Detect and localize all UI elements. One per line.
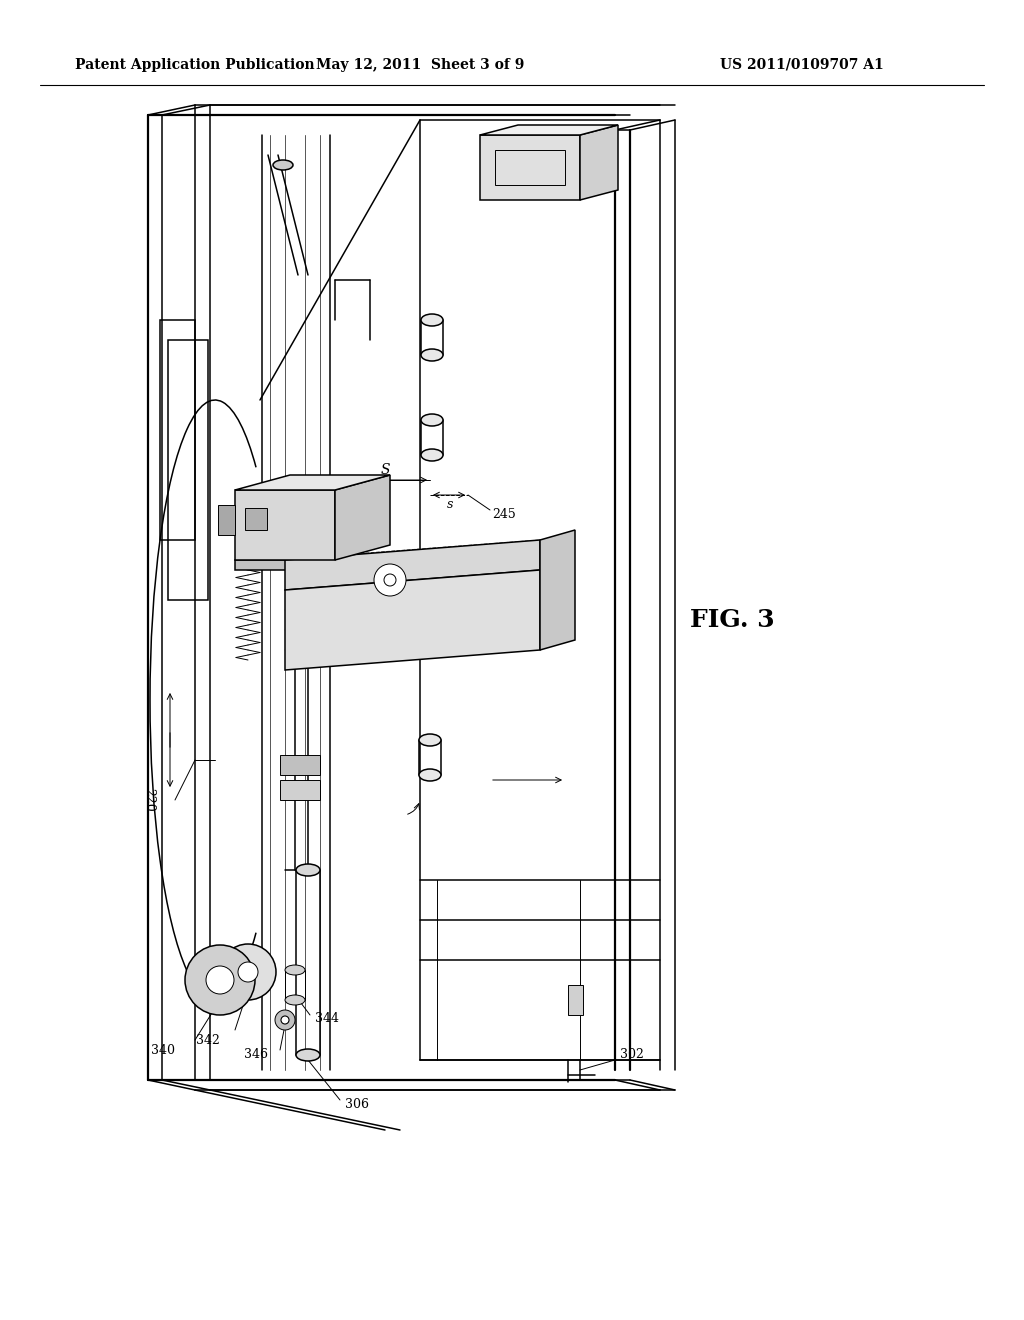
Circle shape bbox=[384, 574, 396, 586]
Text: 346: 346 bbox=[244, 1048, 268, 1061]
Text: 342: 342 bbox=[197, 1034, 220, 1047]
Ellipse shape bbox=[419, 770, 441, 781]
Polygon shape bbox=[285, 540, 540, 590]
Circle shape bbox=[185, 945, 255, 1015]
Text: FIG. 3: FIG. 3 bbox=[690, 609, 774, 632]
Ellipse shape bbox=[285, 995, 305, 1005]
Bar bbox=[245, 508, 267, 531]
Text: May 12, 2011  Sheet 3 of 9: May 12, 2011 Sheet 3 of 9 bbox=[315, 58, 524, 73]
Text: 306: 306 bbox=[345, 1098, 369, 1111]
Text: 344: 344 bbox=[315, 1011, 339, 1024]
Ellipse shape bbox=[421, 449, 443, 461]
Polygon shape bbox=[480, 125, 618, 135]
Text: Patent Application Publication: Patent Application Publication bbox=[75, 58, 314, 73]
Text: S: S bbox=[380, 463, 390, 477]
Text: US 2011/0109707 A1: US 2011/0109707 A1 bbox=[720, 58, 884, 73]
Polygon shape bbox=[540, 531, 575, 649]
Circle shape bbox=[220, 944, 276, 1001]
Text: 340: 340 bbox=[151, 1044, 175, 1056]
Polygon shape bbox=[285, 570, 540, 671]
Bar bbox=[160, 319, 195, 540]
Ellipse shape bbox=[421, 314, 443, 326]
Polygon shape bbox=[335, 475, 390, 560]
Text: 245: 245 bbox=[492, 508, 516, 521]
Ellipse shape bbox=[285, 965, 305, 975]
Bar bbox=[495, 150, 565, 185]
Bar bbox=[280, 755, 319, 775]
Polygon shape bbox=[580, 125, 618, 201]
Polygon shape bbox=[480, 135, 580, 201]
Text: 302: 302 bbox=[620, 1048, 644, 1061]
Ellipse shape bbox=[273, 160, 293, 170]
Polygon shape bbox=[234, 490, 335, 560]
Bar bbox=[280, 780, 319, 800]
Bar bbox=[168, 341, 208, 601]
Ellipse shape bbox=[296, 1049, 319, 1061]
Text: 220: 220 bbox=[142, 788, 155, 812]
Text: s: s bbox=[446, 499, 454, 511]
Ellipse shape bbox=[421, 348, 443, 360]
Circle shape bbox=[275, 1010, 295, 1030]
Polygon shape bbox=[234, 475, 390, 490]
Polygon shape bbox=[234, 560, 335, 570]
Ellipse shape bbox=[296, 865, 319, 876]
Ellipse shape bbox=[419, 734, 441, 746]
Circle shape bbox=[374, 564, 406, 597]
Polygon shape bbox=[218, 506, 234, 535]
Circle shape bbox=[206, 966, 234, 994]
Bar bbox=[568, 985, 583, 1015]
Circle shape bbox=[281, 1016, 289, 1024]
Circle shape bbox=[238, 962, 258, 982]
Ellipse shape bbox=[421, 414, 443, 426]
